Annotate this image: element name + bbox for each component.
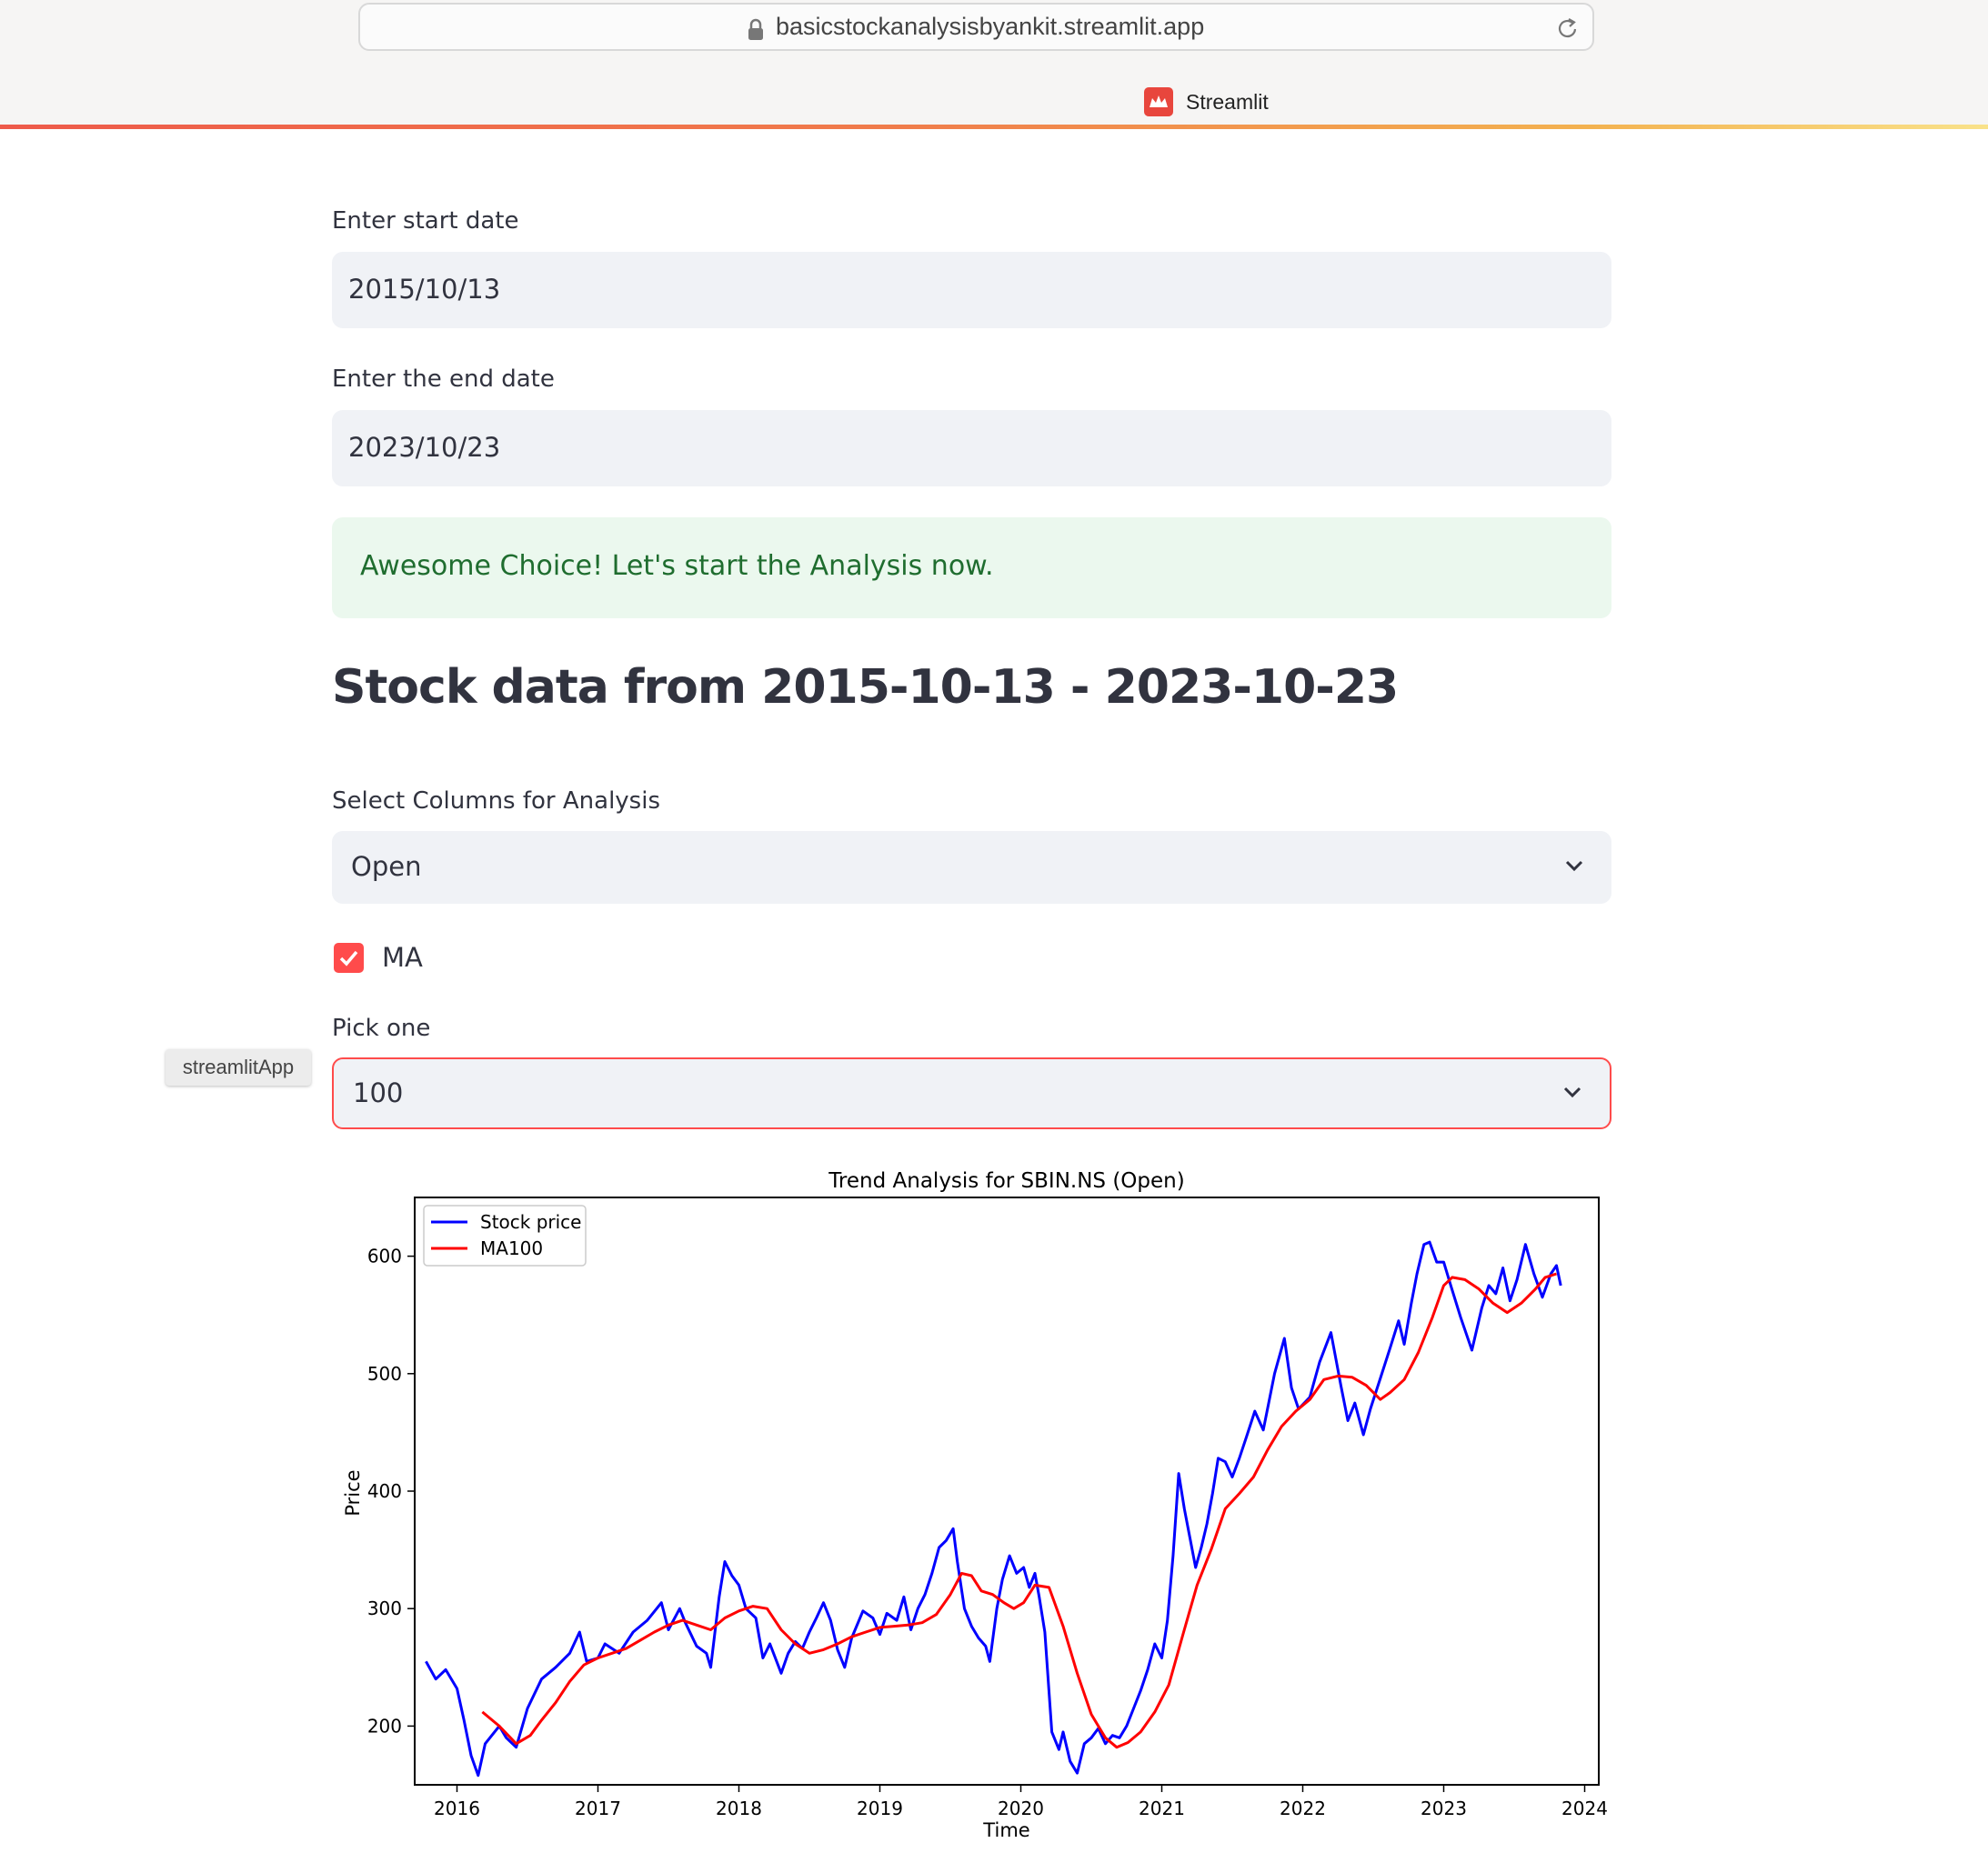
lock-icon [748, 18, 763, 40]
ma-window-value: 100 [353, 1077, 404, 1108]
legend-label: Stock price [480, 1211, 581, 1233]
x-tick-label: 2022 [1280, 1798, 1326, 1819]
browser-toolbar: basicstockanalysisbyankit.streamlit.app … [0, 0, 1988, 129]
y-axis-label: Price [342, 1469, 364, 1516]
x-tick-label: 2017 [575, 1798, 621, 1819]
chart-legend: Stock price MA100 [423, 1205, 587, 1267]
x-axis-label: Time [982, 1819, 1029, 1841]
end-date-input[interactable]: 2023/10/23 [332, 410, 1611, 486]
url-text: basicstockanalysisbyankit.streamlit.app [776, 13, 1205, 40]
plot-frame [414, 1197, 1600, 1786]
success-message: Awesome Choice! Let's start the Analysis… [360, 550, 994, 582]
ma-checkbox[interactable] [334, 943, 364, 973]
y-tick-label: 500 [367, 1363, 402, 1385]
end-date-value: 2023/10/23 [348, 432, 501, 463]
tab-title: Streamlit [1186, 89, 1269, 114]
tab-streamlit[interactable]: Streamlit [1144, 87, 1269, 116]
x-tick-label: 2016 [434, 1798, 480, 1819]
legend-label: MA100 [480, 1237, 543, 1259]
tooltip-streamlitapp: streamlitApp [166, 1049, 311, 1086]
streamlit-top-decoration [0, 125, 1988, 129]
x-tick-label: 2019 [857, 1798, 903, 1819]
start-date-input[interactable]: 2015/10/13 [332, 252, 1611, 328]
y-tick-label: 200 [367, 1715, 402, 1737]
pick-select-label: Pick one [332, 1015, 431, 1042]
columns-select[interactable]: Open [332, 831, 1611, 904]
reload-icon[interactable] [1556, 15, 1580, 41]
x-tick-label: 2021 [1139, 1798, 1185, 1819]
address-bar[interactable]: basicstockanalysisbyankit.streamlit.app [358, 3, 1594, 51]
page-heading: Stock data from 2015-10-13 - 2023-10-23 [332, 660, 1399, 715]
y-tick-label: 400 [367, 1480, 402, 1502]
chevron-down-icon [1565, 860, 1583, 872]
columns-select-value: Open [351, 851, 422, 882]
start-date-label: Enter start date [332, 207, 519, 235]
series-line-stock-price [425, 1240, 1562, 1778]
x-tick-label: 2018 [716, 1798, 762, 1819]
chart-title: Trend Analysis for SBIN.NS (Open) [828, 1169, 1184, 1193]
chevron-down-icon [1563, 1087, 1581, 1098]
start-date-value: 2015/10/13 [348, 274, 501, 305]
success-alert: Awesome Choice! Let's start the Analysis… [332, 517, 1611, 618]
series-line-ma100 [481, 1272, 1557, 1749]
columns-select-label: Select Columns for Analysis [332, 787, 660, 815]
x-tick-label: 2023 [1421, 1798, 1467, 1819]
ma-checkbox-label[interactable]: MA [382, 942, 423, 973]
x-tick-label: 2020 [998, 1798, 1044, 1819]
checkmark-icon [339, 950, 358, 967]
y-tick-label: 300 [367, 1598, 402, 1619]
streamlit-favicon-icon [1144, 87, 1173, 116]
x-tick-label: 2024 [1561, 1798, 1608, 1819]
y-tick-label: 600 [367, 1246, 402, 1267]
ma-window-select[interactable]: 100 [332, 1057, 1611, 1129]
end-date-label: Enter the end date [332, 366, 555, 393]
